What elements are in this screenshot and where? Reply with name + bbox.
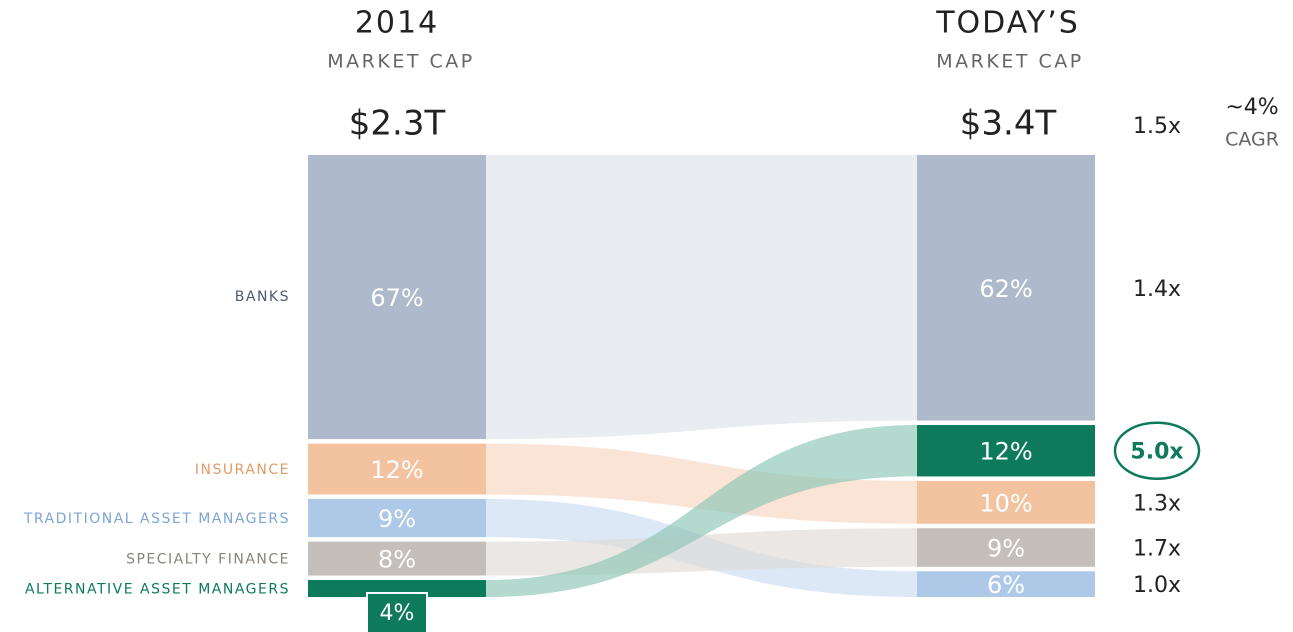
category-label: ALTERNATIVE ASSET MANAGERS xyxy=(25,582,290,598)
column-total: $2.3T xyxy=(349,104,446,144)
category-label: SPECIALTY FINANCE xyxy=(126,552,290,568)
growth-label: 1.4x xyxy=(1133,277,1181,302)
highlight-ring xyxy=(1113,421,1201,480)
growth-label: 1.3x xyxy=(1133,491,1181,516)
category-label: INSURANCE xyxy=(195,462,290,478)
category-label: BANKS xyxy=(235,289,290,305)
bar-segment xyxy=(917,425,1095,477)
bar-segment xyxy=(308,498,486,538)
value-label: 4% xyxy=(380,601,415,626)
column-subtitle: MARKET CAP xyxy=(936,51,1083,73)
bar-segment xyxy=(917,571,1095,597)
growth-label: 1.0x xyxy=(1133,573,1181,598)
growth-label: 1.7x xyxy=(1133,537,1181,562)
bar-segment xyxy=(917,155,1095,421)
total-growth: 1.5x xyxy=(1133,114,1181,139)
value-label: 12% xyxy=(370,456,423,484)
bar-segment xyxy=(308,541,486,576)
cagr-caption: CAGR xyxy=(1225,129,1279,151)
column-total: $3.4T xyxy=(960,104,1057,144)
value-label: 12% xyxy=(979,438,1032,466)
value-label: 9% xyxy=(378,505,416,533)
value-label: 9% xyxy=(987,535,1025,563)
column-title: 2014 xyxy=(355,6,439,41)
value-label: 67% xyxy=(370,284,423,312)
bars: 67% 62% BANKS 1.4x 12% 10% INSURANCE 1.3x 9% 6% TR… xyxy=(23,155,1201,632)
value-label: 62% xyxy=(979,275,1032,303)
bar-segment xyxy=(308,580,486,597)
label-box xyxy=(366,592,428,632)
growth-label: 5.0x xyxy=(1130,440,1183,465)
cagr-label: ~4% xyxy=(1225,95,1278,120)
column-title: TODAY’S xyxy=(935,6,1080,41)
category-label: TRADITIONAL ASSET MANAGERS xyxy=(23,511,290,527)
flow xyxy=(486,155,917,440)
bar-segment xyxy=(917,480,1095,524)
value-label: 6% xyxy=(987,571,1025,599)
flows xyxy=(486,155,917,597)
value-label: 10% xyxy=(979,489,1032,517)
column-subtitle: MARKET CAP xyxy=(327,51,474,73)
flow xyxy=(486,425,917,597)
bar-segment xyxy=(308,443,486,495)
bar-segment xyxy=(917,528,1095,567)
value-label: 8% xyxy=(378,546,416,574)
bar-segment xyxy=(308,155,486,440)
flow xyxy=(486,443,917,524)
